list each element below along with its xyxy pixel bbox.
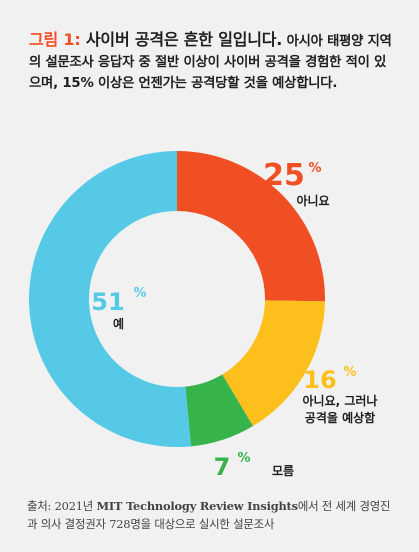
value-label-unknown: 7 <box>214 453 231 481</box>
source-prefix: 출처: 2021년 <box>27 499 97 513</box>
donut-slices <box>29 151 325 447</box>
slice-no-expect <box>222 300 325 426</box>
slice-yes <box>29 151 192 447</box>
figure-description: 아시아 태평양 지역의 설문조사 응답자 중 절반 이상이 사이버 공격을 경험… <box>29 34 392 91</box>
figure-heading: 그림 1: 사이버 공격은 흔한 일입니다. 아시아 태평양 지역의 설문조사 … <box>29 29 394 94</box>
value-label-yes: 51 <box>91 288 124 316</box>
value-label-no: 25 <box>263 158 305 193</box>
percent-sign-no: % <box>308 161 321 176</box>
percent-sign-yes: % <box>133 286 146 301</box>
category-label-no-expect: 아니요, 그러나 공격을 예상함 <box>303 393 378 425</box>
source-org: MIT Technology Review Insights <box>96 499 299 513</box>
percent-sign-no-expect: % <box>343 365 356 380</box>
category-label-unknown: 모름 <box>272 463 294 478</box>
slice-no <box>177 151 325 302</box>
value-label-no-expect: 16 <box>303 366 336 394</box>
category-label-no: 아니요 <box>296 193 329 208</box>
source-note: 출처: 2021년 MIT Technology Review Insights… <box>27 497 399 533</box>
percent-sign-unknown: % <box>237 451 250 466</box>
figure-label: 그림 1: <box>29 30 81 49</box>
slice-unknown <box>185 374 254 447</box>
category-label-yes: 예 <box>113 316 124 331</box>
donut-labels: 25 % 아니요 16 % 아니요, 그러나 공격을 예상함 7 % 모름 51 % 예 <box>91 158 377 481</box>
source-suffix: 에서 전 세계 경영진과 의사 결정권자 728명을 대상으로 실시한 설문조사 <box>27 499 391 531</box>
figure-title: 사이버 공격은 흔한 일입니다. <box>80 30 283 49</box>
